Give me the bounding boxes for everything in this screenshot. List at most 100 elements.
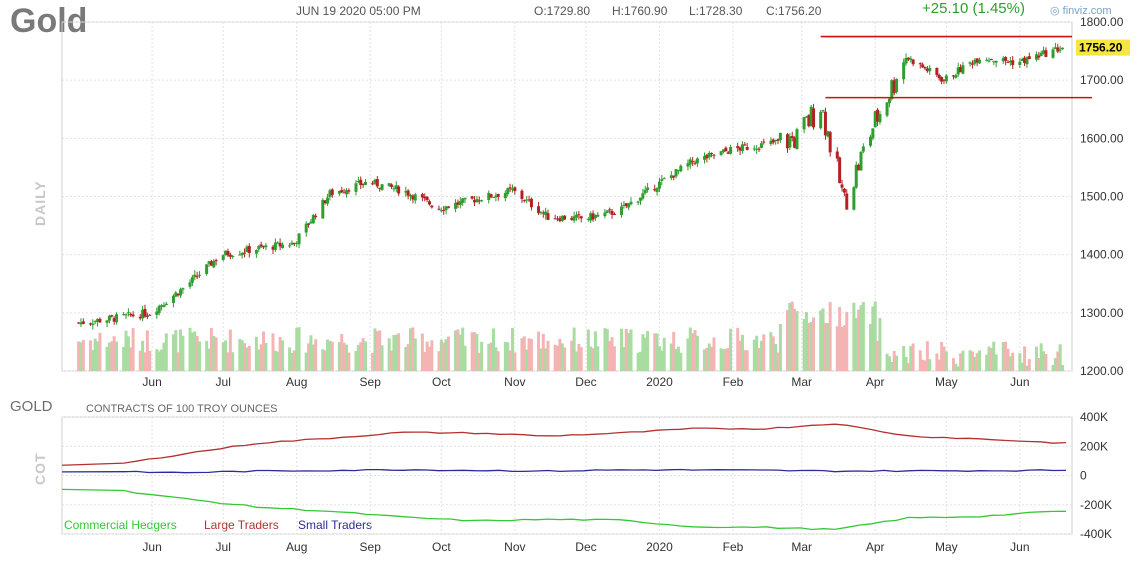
candle-body (361, 184, 365, 186)
close-value: C:1756.20 (766, 4, 822, 18)
candle-body (280, 244, 284, 248)
volume-bar (290, 352, 294, 371)
volume-bar (243, 343, 247, 371)
candle-body (425, 196, 429, 200)
volume-bar (91, 349, 95, 371)
volume-bar (110, 341, 114, 371)
volume-bar (951, 358, 955, 371)
volume-bar (247, 345, 251, 371)
candle-body (496, 194, 500, 197)
candle-body (724, 147, 728, 152)
volume-bar (826, 323, 830, 371)
candle-body (188, 282, 192, 287)
volume-bar (195, 336, 199, 371)
volume-bar (762, 334, 766, 371)
candle-body (337, 191, 341, 194)
candle-body (513, 187, 517, 191)
candle-body (179, 289, 183, 296)
volume-bar (297, 327, 301, 371)
brand-text: finviz.com (1062, 5, 1112, 17)
candle-body (406, 190, 410, 196)
candle-body (596, 214, 600, 217)
candle-body (373, 179, 377, 184)
candle-body (1011, 60, 1015, 66)
volume-bar (126, 336, 130, 371)
volume-bar (759, 340, 763, 371)
candle-body (904, 58, 908, 64)
candle-body (297, 233, 301, 245)
cot-x-tick: Sep (360, 540, 382, 554)
legend-small: Small Traders (298, 518, 373, 532)
price-y-tick: 1800.00 (1080, 15, 1124, 29)
candle-body (503, 192, 507, 199)
cot-x-tick: Mar (791, 540, 812, 554)
candle-body (304, 223, 308, 233)
candle-body (622, 204, 626, 206)
volume-bar (262, 331, 266, 371)
volume-bar (1025, 365, 1029, 371)
brand-link[interactable]: ◎ finviz.com (1050, 4, 1112, 17)
volume-bar (326, 339, 330, 371)
cot-y-tick: 0 (1080, 469, 1087, 483)
volume-bar (819, 310, 823, 371)
volume-bar (373, 328, 377, 371)
cot-y-tick: -400K (1080, 527, 1112, 541)
volume-bar (987, 346, 991, 371)
candle-body (563, 215, 567, 220)
volume-bar (921, 359, 925, 371)
candle-body (956, 67, 960, 75)
volume-bar (823, 322, 827, 371)
candle-body (857, 164, 861, 171)
volume-bar (148, 350, 152, 371)
candle-body (992, 61, 996, 63)
volume-bar (221, 342, 225, 371)
volume-bar (537, 331, 541, 371)
volume-bar (392, 334, 396, 371)
volume-bar (793, 308, 797, 371)
volume-bar (240, 340, 244, 371)
candle-body (560, 216, 564, 221)
volume-bar (679, 352, 683, 371)
candle-body (288, 245, 292, 247)
volume-bar (925, 341, 929, 371)
candle-body (427, 201, 431, 205)
candle-body (1025, 57, 1029, 65)
high-value: H:1760.90 (612, 4, 668, 18)
volume-bar (1034, 346, 1038, 371)
candle-body (164, 303, 168, 306)
volume-bar (776, 352, 780, 371)
candle-body (446, 206, 450, 208)
volume-bar (769, 332, 773, 371)
candle-body (871, 128, 875, 139)
volume-bar (577, 343, 581, 371)
candle-body (804, 116, 808, 118)
volume-bar (795, 311, 799, 371)
candle-body (124, 314, 128, 316)
candle-body (224, 250, 228, 255)
volume-bar (672, 331, 676, 371)
volume-bar (522, 336, 526, 371)
candle-body (629, 201, 633, 205)
candle-body (878, 114, 882, 123)
candle-body (970, 63, 974, 65)
candle-body (527, 199, 531, 201)
candle-body (190, 277, 194, 283)
volume-bar (411, 327, 415, 371)
volume-bar (928, 359, 932, 371)
candle-body (392, 188, 396, 190)
candle-body (793, 137, 797, 148)
candle-body (321, 199, 325, 219)
volume-bar (143, 352, 147, 371)
volume-bar (473, 332, 477, 371)
volume-bar (390, 350, 394, 371)
candle-body (918, 63, 922, 65)
volume-bar (657, 346, 661, 371)
candle-body (928, 67, 932, 72)
volume-bar (721, 349, 725, 371)
volume-bar (771, 336, 775, 371)
volume-bar (1001, 342, 1005, 371)
price-x-tick: Nov (504, 375, 525, 389)
candle-body (276, 242, 280, 244)
volume-bar (572, 327, 576, 371)
volume-bar (1004, 341, 1008, 371)
